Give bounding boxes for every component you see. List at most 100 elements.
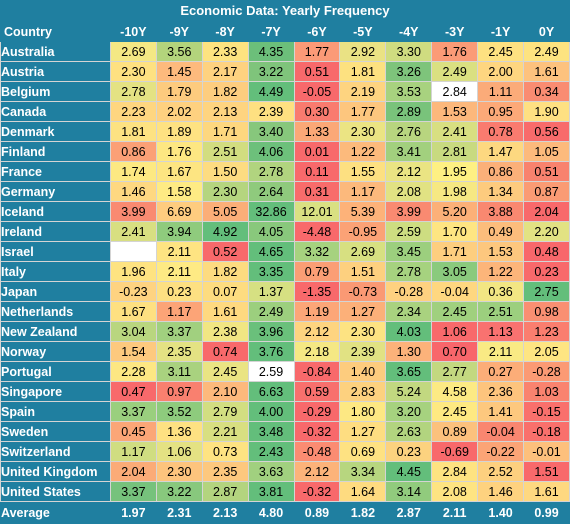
value-cell[interactable]: 2.59 <box>247 361 295 382</box>
value-cell[interactable]: -0.04 <box>431 281 479 302</box>
value-cell[interactable]: 3.96 <box>247 321 295 342</box>
value-cell[interactable]: 5.20 <box>431 201 479 222</box>
value-cell[interactable]: 0.47 <box>109 381 157 402</box>
value-cell[interactable]: 3.32 <box>293 241 341 262</box>
value-cell[interactable]: 2.63 <box>385 421 433 442</box>
value-cell[interactable]: 1.61 <box>523 481 570 502</box>
value-cell[interactable]: 0.36 <box>477 281 525 302</box>
value-cell[interactable]: 3.76 <box>247 341 295 362</box>
country-cell[interactable]: Canada <box>0 101 111 122</box>
value-cell[interactable]: 0.74 <box>201 341 249 362</box>
value-cell[interactable]: 2.21 <box>201 421 249 442</box>
value-cell[interactable]: -1.35 <box>293 281 341 302</box>
value-cell[interactable]: 2.78 <box>385 261 433 282</box>
value-cell[interactable]: 0.79 <box>293 261 341 282</box>
value-cell[interactable]: 2.52 <box>477 461 525 482</box>
country-cell[interactable]: Italy <box>0 261 111 282</box>
value-cell[interactable]: 0.98 <box>523 301 570 322</box>
value-cell[interactable]: 0.48 <box>523 241 570 262</box>
value-cell[interactable]: 1.71 <box>431 241 479 262</box>
value-cell[interactable]: 2.13 <box>201 101 249 122</box>
value-cell[interactable]: 3.88 <box>477 201 525 222</box>
value-cell[interactable]: 2.49 <box>431 61 479 82</box>
value-cell[interactable]: 2.08 <box>431 481 479 502</box>
value-cell[interactable]: 2.30 <box>155 461 203 482</box>
value-cell[interactable]: 0.78 <box>477 121 525 142</box>
value-cell[interactable]: 2.30 <box>109 61 157 82</box>
value-cell[interactable]: 2.36 <box>477 381 525 402</box>
country-cell[interactable]: Denmark <box>0 121 111 142</box>
value-cell[interactable]: 3.48 <box>247 421 295 442</box>
value-cell[interactable]: 0.59 <box>293 381 341 402</box>
value-cell[interactable]: 4.92 <box>201 221 249 242</box>
value-cell[interactable]: 1.23 <box>523 321 570 342</box>
value-cell[interactable]: 3.40 <box>247 121 295 142</box>
value-cell[interactable]: 2.28 <box>109 361 157 382</box>
value-cell[interactable]: -0.01 <box>523 441 570 462</box>
value-cell[interactable]: 0.86 <box>109 141 157 162</box>
value-cell[interactable]: 2.08 <box>385 181 433 202</box>
value-cell[interactable]: 0.52 <box>201 241 249 262</box>
value-cell[interactable]: 1.05 <box>523 141 570 162</box>
value-cell[interactable]: 3.37 <box>109 481 157 502</box>
value-cell[interactable]: -0.23 <box>109 281 157 302</box>
value-cell[interactable]: 0.34 <box>523 81 570 102</box>
value-cell[interactable]: 1.46 <box>109 181 157 202</box>
value-cell[interactable]: 0.07 <box>201 281 249 302</box>
value-cell[interactable]: 0.89 <box>431 421 479 442</box>
value-cell[interactable]: 1.76 <box>155 141 203 162</box>
value-cell[interactable]: -4.48 <box>293 221 341 242</box>
value-cell[interactable]: 2.43 <box>247 441 295 462</box>
value-cell[interactable]: 1.22 <box>339 141 387 162</box>
value-cell[interactable]: 1.47 <box>477 141 525 162</box>
value-cell[interactable]: 2.78 <box>109 81 157 102</box>
value-cell[interactable]: 1.11 <box>477 81 525 102</box>
country-cell[interactable]: United States <box>0 481 111 502</box>
country-cell[interactable]: Iceland <box>0 201 111 222</box>
value-cell[interactable]: 3.22 <box>247 61 295 82</box>
value-cell[interactable]: 1.51 <box>339 261 387 282</box>
value-cell[interactable]: 1.89 <box>155 121 203 142</box>
value-cell[interactable]: 1.53 <box>477 241 525 262</box>
value-cell[interactable]: 2.69 <box>339 241 387 262</box>
value-cell[interactable]: 2.83 <box>339 381 387 402</box>
value-cell[interactable]: 0.69 <box>339 441 387 462</box>
value-cell[interactable]: 0.27 <box>477 361 525 382</box>
column-header[interactable]: -6Y <box>293 21 341 42</box>
value-cell[interactable]: 3.37 <box>109 401 157 422</box>
value-cell[interactable]: -0.32 <box>293 421 341 442</box>
country-cell[interactable]: Japan <box>0 281 111 302</box>
value-cell[interactable]: 5.24 <box>385 381 433 402</box>
value-cell[interactable]: 3.81 <box>247 481 295 502</box>
value-cell[interactable]: 2.75 <box>523 281 570 302</box>
value-cell[interactable]: 2.64 <box>247 181 295 202</box>
value-cell[interactable]: 2.79 <box>201 401 249 422</box>
value-cell[interactable]: 0.49 <box>477 221 525 242</box>
value-cell[interactable]: 2.49 <box>247 301 295 322</box>
value-cell[interactable]: 2.84 <box>431 461 479 482</box>
value-cell[interactable]: 2.89 <box>385 101 433 122</box>
value-cell[interactable]: 5.05 <box>201 201 249 222</box>
value-cell[interactable]: 0.86 <box>477 161 525 182</box>
value-cell[interactable]: 2.17 <box>201 61 249 82</box>
value-cell[interactable]: 1.95 <box>431 161 479 182</box>
value-cell[interactable]: 1.36 <box>155 421 203 442</box>
value-cell[interactable]: -0.28 <box>385 281 433 302</box>
value-cell[interactable]: 2.35 <box>155 341 203 362</box>
country-cell[interactable]: Singapore <box>0 381 111 402</box>
value-cell[interactable]: 0.70 <box>431 341 479 362</box>
value-cell[interactable]: 0.23 <box>155 281 203 302</box>
value-cell[interactable]: 3.30 <box>385 41 433 62</box>
value-cell[interactable]: -0.18 <box>523 421 570 442</box>
value-cell[interactable]: -0.15 <box>523 401 570 422</box>
value-cell[interactable]: 2.45 <box>431 301 479 322</box>
value-cell[interactable]: 4.58 <box>431 381 479 402</box>
country-cell[interactable]: Germany <box>0 181 111 202</box>
value-cell[interactable]: 2.33 <box>201 41 249 62</box>
value-cell[interactable]: 4.45 <box>385 461 433 482</box>
country-cell[interactable]: Israel <box>0 241 111 262</box>
value-cell[interactable]: 2.12 <box>293 461 341 482</box>
value-cell[interactable]: 1.27 <box>339 421 387 442</box>
value-cell[interactable]: 2.51 <box>201 141 249 162</box>
value-cell[interactable]: 2.35 <box>201 461 249 482</box>
